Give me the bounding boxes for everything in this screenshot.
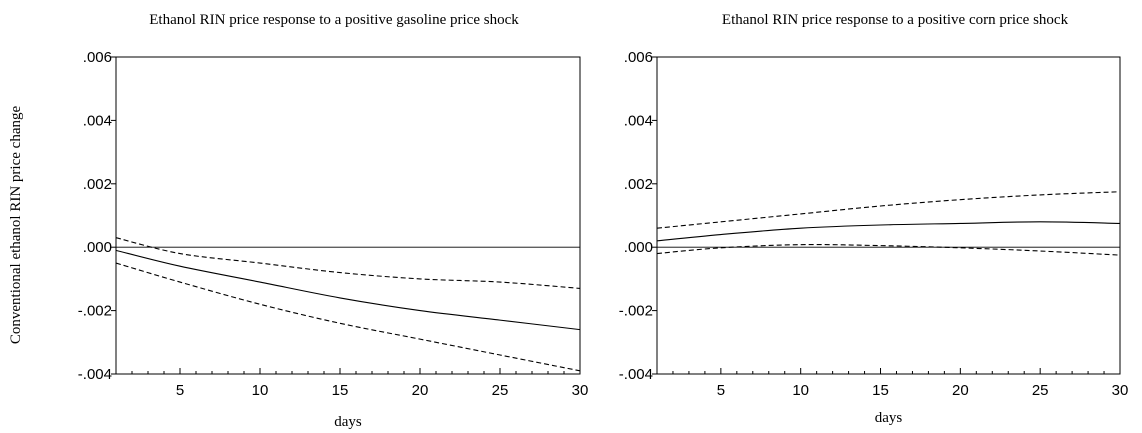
plot-frame [115, 56, 581, 375]
y-tick-label: .000 [83, 239, 112, 256]
x-tick-label: 10 [792, 382, 809, 399]
y-tick-label: .006 [83, 49, 112, 66]
plot-frame [656, 56, 1121, 375]
y-tick-label: .004 [83, 112, 112, 129]
y-tick-label: .000 [624, 239, 653, 256]
y-tick-label: -.002 [619, 303, 653, 320]
chart-title: Ethanol RIN price response to a positive… [149, 12, 519, 28]
response-line [115, 249, 581, 331]
y-tick-label: .002 [83, 176, 112, 193]
response-line [656, 221, 1121, 242]
upper-bound-line [115, 237, 581, 289]
x-axis-label: days [334, 414, 362, 430]
x-tick-label: 20 [952, 382, 969, 399]
chart-title: Ethanol RIN price response to a positive… [722, 12, 1069, 28]
y-tick-label: .004 [624, 112, 653, 129]
x-tick-label: 25 [1032, 382, 1049, 399]
chart-panel-corn: Ethanol RIN price response to a positive… [619, 12, 1129, 426]
x-tick-label: 5 [176, 382, 184, 399]
y-tick-label: -.004 [619, 366, 653, 383]
x-tick-label: 30 [1112, 382, 1129, 399]
y-tick-label: .006 [624, 49, 653, 66]
x-tick-label: 25 [492, 382, 509, 399]
y-tick-label: .002 [624, 176, 653, 193]
y-tick-label: -.002 [78, 303, 112, 320]
x-tick-label: 15 [332, 382, 349, 399]
chart-panel-gasoline: Ethanol RIN price response to a positive… [78, 12, 589, 430]
x-tick-label: 15 [872, 382, 889, 399]
lower-bound-line [115, 262, 581, 372]
y-axis-label: Conventional ethanol RIN price change [8, 106, 24, 345]
upper-bound-line [656, 191, 1121, 229]
lower-bound-line [656, 244, 1121, 256]
x-tick-label: 20 [412, 382, 429, 399]
x-tick-label: 30 [572, 382, 589, 399]
x-tick-label: 5 [717, 382, 725, 399]
y-tick-label: -.004 [78, 366, 112, 383]
x-tick-label: 10 [252, 382, 269, 399]
x-axis-label: days [875, 410, 903, 426]
